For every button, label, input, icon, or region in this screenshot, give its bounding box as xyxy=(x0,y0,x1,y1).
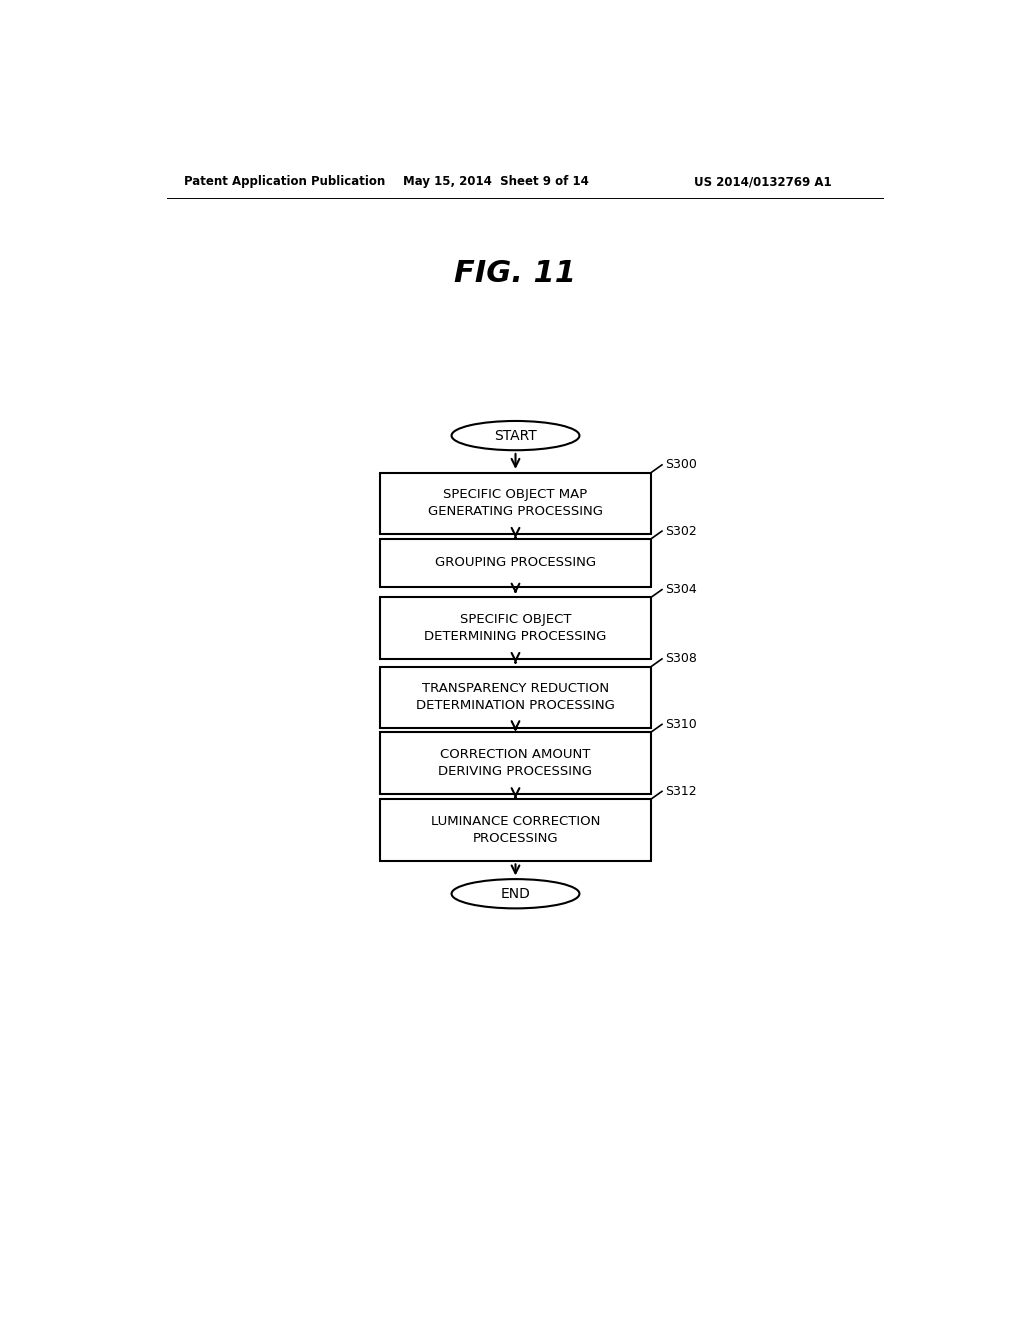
FancyBboxPatch shape xyxy=(380,539,651,586)
Ellipse shape xyxy=(452,879,580,908)
Text: May 15, 2014  Sheet 9 of 14: May 15, 2014 Sheet 9 of 14 xyxy=(403,176,589,187)
Text: FIG. 11: FIG. 11 xyxy=(455,260,577,288)
Ellipse shape xyxy=(452,421,580,450)
Text: SPECIFIC OBJECT MAP
GENERATING PROCESSING: SPECIFIC OBJECT MAP GENERATING PROCESSIN… xyxy=(428,488,603,519)
Text: S302: S302 xyxy=(665,524,696,537)
Text: END: END xyxy=(501,887,530,900)
Text: GROUPING PROCESSING: GROUPING PROCESSING xyxy=(435,556,596,569)
Text: CORRECTION AMOUNT
DERIVING PROCESSING: CORRECTION AMOUNT DERIVING PROCESSING xyxy=(438,748,593,777)
FancyBboxPatch shape xyxy=(380,733,651,793)
Text: S308: S308 xyxy=(665,652,697,665)
Text: S300: S300 xyxy=(665,458,697,471)
FancyBboxPatch shape xyxy=(380,473,651,535)
Text: US 2014/0132769 A1: US 2014/0132769 A1 xyxy=(693,176,831,187)
Text: TRANSPARENCY REDUCTION
DETERMINATION PROCESSING: TRANSPARENCY REDUCTION DETERMINATION PRO… xyxy=(416,682,615,713)
FancyBboxPatch shape xyxy=(380,799,651,861)
Text: START: START xyxy=(495,429,537,442)
Text: S310: S310 xyxy=(665,718,696,731)
Text: LUMINANCE CORRECTION
PROCESSING: LUMINANCE CORRECTION PROCESSING xyxy=(431,814,600,845)
Text: Patent Application Publication: Patent Application Publication xyxy=(183,176,385,187)
Text: S304: S304 xyxy=(665,583,696,597)
FancyBboxPatch shape xyxy=(380,598,651,659)
FancyBboxPatch shape xyxy=(380,667,651,729)
Text: S312: S312 xyxy=(665,785,696,797)
Text: SPECIFIC OBJECT
DETERMINING PROCESSING: SPECIFIC OBJECT DETERMINING PROCESSING xyxy=(424,612,606,643)
